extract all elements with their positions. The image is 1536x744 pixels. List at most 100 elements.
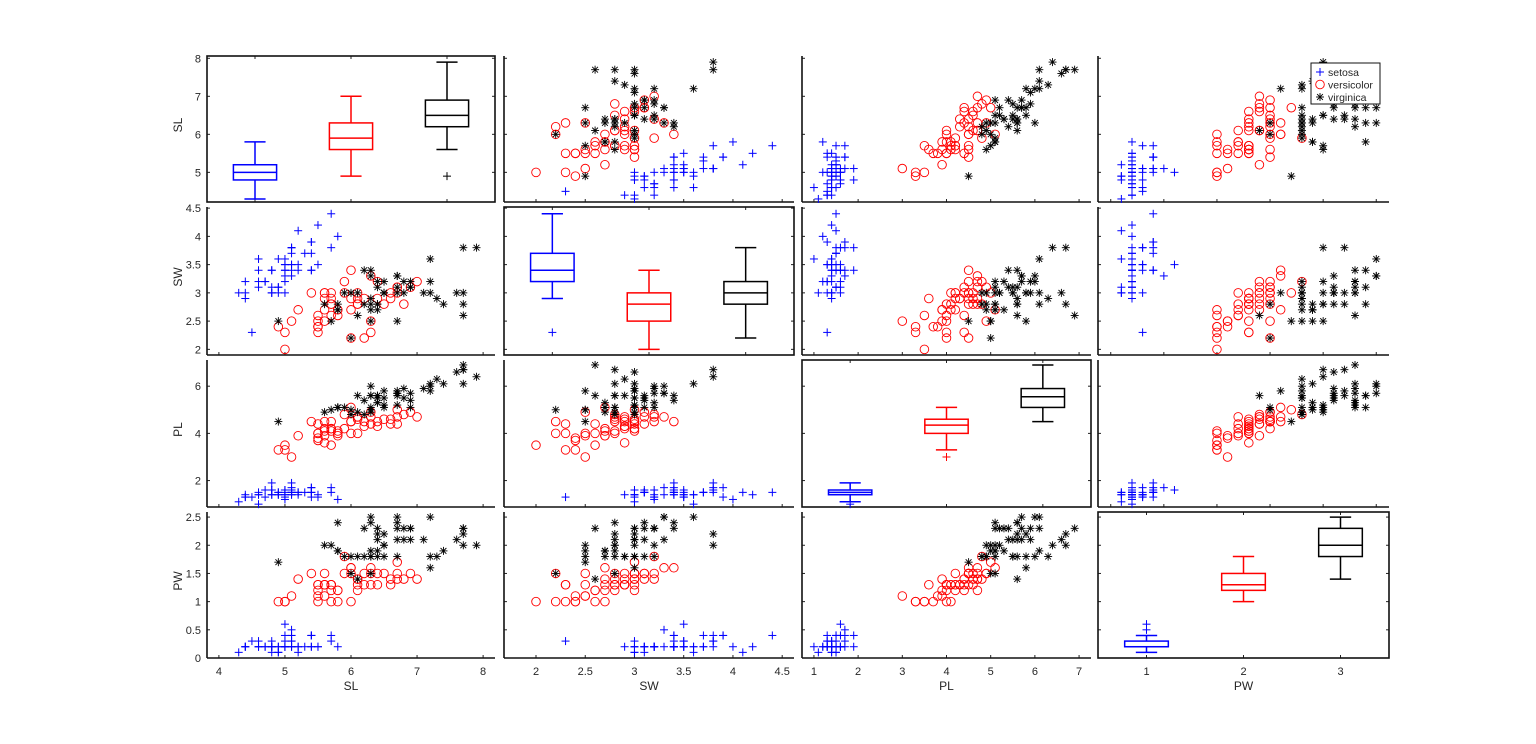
marker-stroke: [380, 394, 388, 402]
marker-stroke: [360, 525, 368, 532]
asterisk-marker: [1351, 103, 1360, 112]
marker-stroke: [1036, 300, 1043, 308]
circle-marker: [405, 568, 416, 579]
marker-stroke: [380, 553, 388, 560]
marker-stroke: [1298, 104, 1306, 111]
circle-marker: [1233, 140, 1243, 151]
plus-marker: [1127, 137, 1136, 146]
marker-stroke: [473, 373, 480, 380]
plus-marker: [660, 490, 669, 499]
marker-stroke: [1373, 119, 1380, 127]
asterisk-marker: [459, 243, 468, 252]
plus-marker: [823, 260, 832, 269]
marker-stroke: [407, 390, 414, 397]
marker-stroke: [650, 404, 658, 411]
marker-stroke: [660, 119, 668, 127]
circle-marker: [897, 316, 908, 326]
circle-marker: [1244, 438, 1254, 448]
marker-stroke: [1319, 401, 1327, 409]
circle-marker: [941, 310, 952, 321]
series-virginica: [274, 243, 481, 343]
marker-stroke: [460, 366, 467, 373]
marker-stroke: [582, 418, 589, 425]
marker-stroke: [1288, 418, 1295, 425]
asterisk-marker: [1319, 145, 1328, 154]
marker-stroke: [621, 392, 628, 399]
marker-stroke: [1027, 100, 1034, 108]
plus-marker: [1127, 232, 1136, 241]
asterisk-marker: [1372, 389, 1381, 398]
circle-marker: [313, 419, 323, 429]
asterisk-marker: [472, 372, 481, 381]
marker-stroke: [987, 119, 994, 127]
circle-marker: [1254, 99, 1265, 109]
plus-marker: [699, 631, 708, 640]
asterisk-marker: [610, 365, 619, 374]
marker-stroke: [601, 408, 609, 416]
asterisk-marker: [1372, 379, 1381, 388]
asterisk-marker: [347, 410, 355, 419]
circle-marker: [570, 445, 581, 455]
circle-marker: [313, 591, 323, 601]
plus-marker: [267, 266, 276, 275]
plus-marker: [561, 493, 570, 502]
marker-stroke: [427, 564, 434, 572]
circle-marker: [619, 144, 630, 155]
marker-stroke: [1309, 300, 1316, 308]
plus-marker: [823, 149, 832, 158]
marker-stroke: [394, 553, 401, 560]
asterisk-marker: [1308, 137, 1317, 146]
asterisk-marker: [581, 417, 590, 426]
plus-marker: [748, 490, 757, 499]
circle-marker: [1212, 305, 1222, 315]
series-virginica: [551, 58, 718, 181]
marker-stroke: [433, 375, 441, 383]
marker-stroke: [1044, 81, 1052, 89]
marker-stroke: [1351, 361, 1359, 369]
circle-marker: [619, 568, 630, 579]
circle-marker: [590, 440, 600, 450]
plus-marker: [709, 642, 718, 651]
asterisk-marker: [459, 300, 468, 309]
asterisk-marker: [399, 277, 408, 286]
circle-marker: [600, 426, 610, 436]
boxplot-versicolor: [626, 269, 672, 351]
marker-stroke: [400, 278, 408, 285]
circle-marker: [1212, 428, 1222, 439]
marker-stroke: [1341, 392, 1348, 399]
circle-marker: [941, 333, 952, 343]
asterisk-marker: [393, 317, 402, 326]
circle-marker: [619, 129, 630, 140]
plus-marker: [660, 625, 669, 634]
asterisk-marker: [991, 277, 1000, 286]
marker-stroke: [1009, 115, 1017, 123]
marker-stroke: [367, 519, 375, 526]
plus-marker: [280, 620, 289, 629]
plus-marker: [827, 175, 836, 184]
asterisk-marker: [1319, 365, 1328, 374]
marker-stroke: [991, 96, 999, 104]
circle-marker: [1212, 310, 1222, 321]
marker-stroke: [690, 380, 697, 388]
plus-marker: [738, 488, 747, 497]
plus-marker: [809, 183, 818, 192]
marker-stroke: [400, 536, 408, 543]
marker-stroke: [394, 525, 401, 532]
marker-stroke: [1351, 104, 1359, 111]
plus-marker: [267, 288, 276, 297]
circle-marker: [1265, 95, 1275, 105]
plus-marker: [836, 175, 845, 184]
plus-marker: [234, 497, 243, 506]
circle-marker: [560, 118, 571, 128]
asterisk-marker: [333, 546, 342, 555]
plus-marker: [823, 238, 832, 247]
panel-SL-vs-PL: [801, 56, 1091, 203]
circle-marker: [1233, 125, 1243, 136]
plus-marker: [241, 277, 250, 286]
marker-stroke: [380, 278, 388, 285]
marker-stroke: [1319, 244, 1327, 251]
circle-marker: [306, 568, 317, 579]
marker-stroke: [1351, 380, 1359, 388]
plus-marker: [1159, 164, 1168, 173]
asterisk-marker: [1340, 288, 1349, 297]
